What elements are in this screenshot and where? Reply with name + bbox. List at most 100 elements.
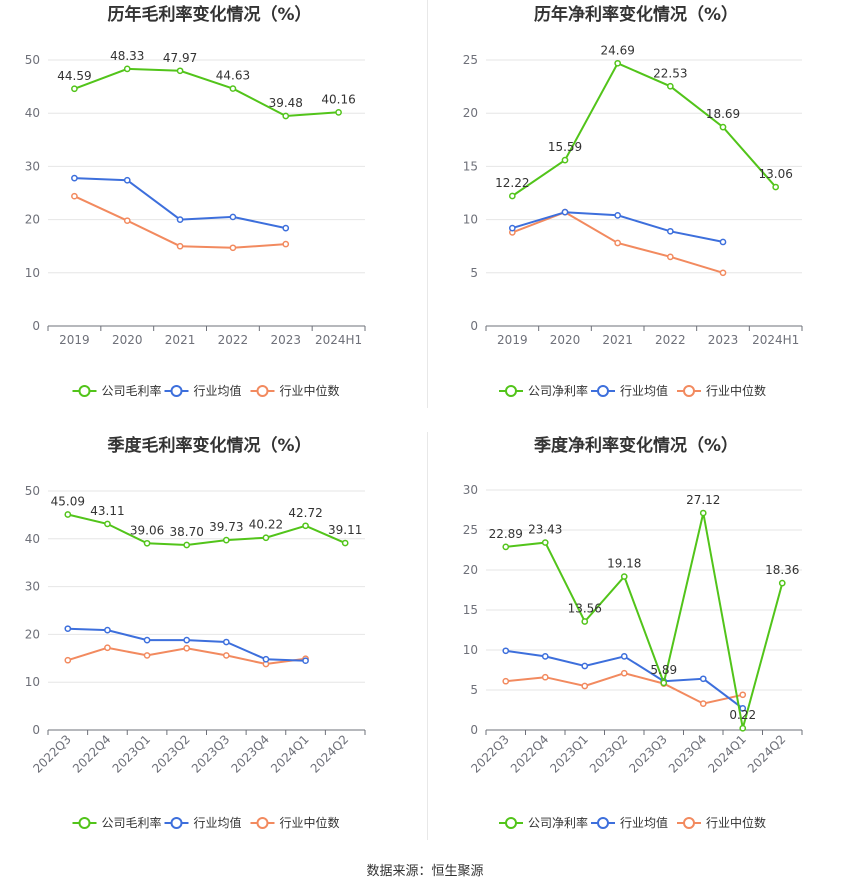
data-point [143,636,151,644]
series-line [505,512,784,729]
data-point [772,183,780,191]
data-point [104,644,111,652]
data-point [541,539,549,546]
x-tick-label: 2024Q1 [268,732,312,776]
data-label: 39.06 [130,523,164,537]
legend-marker-icon [78,385,91,397]
y-tick-label: 0 [32,723,40,737]
x-tick-label: 2024Q1 [705,732,749,776]
x-tick-label: 2019 [497,333,528,347]
data-point [229,244,237,252]
data-point [502,677,510,685]
data-label: 39.48 [269,96,303,110]
legend-marker-icon [597,385,609,397]
x-tick-label: 2023Q1 [110,732,154,776]
data-point [561,208,569,216]
x-tick-label: 2022Q3 [468,732,512,776]
x-tick-label: 2023Q2 [149,732,193,776]
x-tick-label: 2023 [708,333,739,347]
x-tick-label: 2022Q4 [508,732,552,776]
legend-item[interactable]: 公司毛利率 [72,815,162,830]
data-point [666,227,674,235]
chart-title: 历年毛利率变化情况（%） [107,4,311,25]
legend-item[interactable]: 行业中位数 [250,383,340,398]
y-tick-label: 5 [470,683,478,697]
data-point [335,108,342,116]
data-point [71,192,78,200]
legend-item[interactable]: 行业均值 [164,383,242,398]
legend-item[interactable]: 行业中位数 [250,815,340,830]
y-tick-label: 0 [32,319,40,333]
data-point [123,217,131,225]
data-label: 19.18 [607,557,641,571]
y-tick-label: 50 [25,53,40,67]
data-label: 27.12 [686,493,720,507]
legend-item[interactable]: 行业均值 [591,383,668,398]
legend-label: 行业均值 [194,383,242,398]
legend-marker-icon [78,817,91,829]
data-label: 0.22 [729,708,756,722]
legend-marker-icon [683,817,695,829]
data-point [123,65,131,73]
data-point [229,85,237,92]
series-line [74,67,339,118]
data-point [183,644,191,652]
data-point [719,123,727,131]
x-tick-label: 2023Q1 [547,732,591,776]
data-point [660,679,668,687]
data-label: 47.97 [163,51,197,65]
chart-svg: 历年毛利率变化情况（%） 0 10 20 30 40 50 2019 2020 2021 2022 2… [25,4,366,398]
y-tick-label: 20 [463,106,478,120]
data-label: 38.70 [170,525,204,539]
data-point [620,573,628,580]
data-label: 39.11 [328,523,362,537]
chart-legend: 公司毛利率 行业均值 行业中位数 [72,815,340,830]
y-tick-label: 5 [470,266,478,280]
data-point [502,543,510,551]
data-point [739,691,747,699]
y-tick-label: 0 [470,319,478,333]
legend-item[interactable]: 行业均值 [164,815,242,830]
legend-marker-icon [505,385,517,397]
data-point [143,539,151,547]
data-point [222,536,230,544]
data-point [123,176,131,184]
legend-marker-icon [597,817,609,829]
data-point [262,534,270,542]
data-point [581,618,589,625]
y-tick-label: 30 [25,580,40,594]
x-tick-label: 2022 [218,333,249,347]
x-tick-label: 2020 [550,333,581,347]
legend-item[interactable]: 公司净利率 [499,815,588,830]
data-label: 22.89 [489,527,523,541]
legend-label: 公司净利率 [528,383,588,398]
data-point [341,539,349,547]
chart-legend: 公司净利率 行业均值 行业中位数 [499,383,766,398]
legend-item[interactable]: 公司毛利率 [72,383,162,398]
vertical-divider-bottom [427,432,428,840]
data-point [71,85,78,93]
x-tick-label: 2021 [165,333,196,347]
chart-title: 季度毛利率变化情况（%） [107,435,311,456]
legend-label: 行业中位数 [706,815,766,830]
chart-legend: 公司毛利率 行业均值 行业中位数 [72,383,340,398]
series-line [67,513,346,547]
x-tick-label: 2022 [655,333,686,347]
data-label: 12.22 [495,176,529,190]
x-tick-label: 2023Q2 [587,732,631,776]
legend-marker-icon [256,385,269,397]
y-tick-label: 20 [25,213,40,227]
data-label: 15.59 [548,140,582,154]
legend-item[interactable]: 行业均值 [591,815,668,830]
legend-item[interactable]: 行业中位数 [677,383,766,398]
y-tick-label: 40 [25,532,40,546]
data-point [176,67,184,75]
legend-label: 行业均值 [620,815,668,830]
legend-label: 行业均值 [194,815,242,830]
legend-item[interactable]: 公司净利率 [499,383,588,398]
legend-item[interactable]: 行业中位数 [677,815,766,830]
data-label: 22.53 [653,66,687,80]
y-tick-label: 20 [25,627,40,641]
y-tick-label: 10 [25,266,40,280]
x-tick-label: 2024Q2 [745,732,789,776]
